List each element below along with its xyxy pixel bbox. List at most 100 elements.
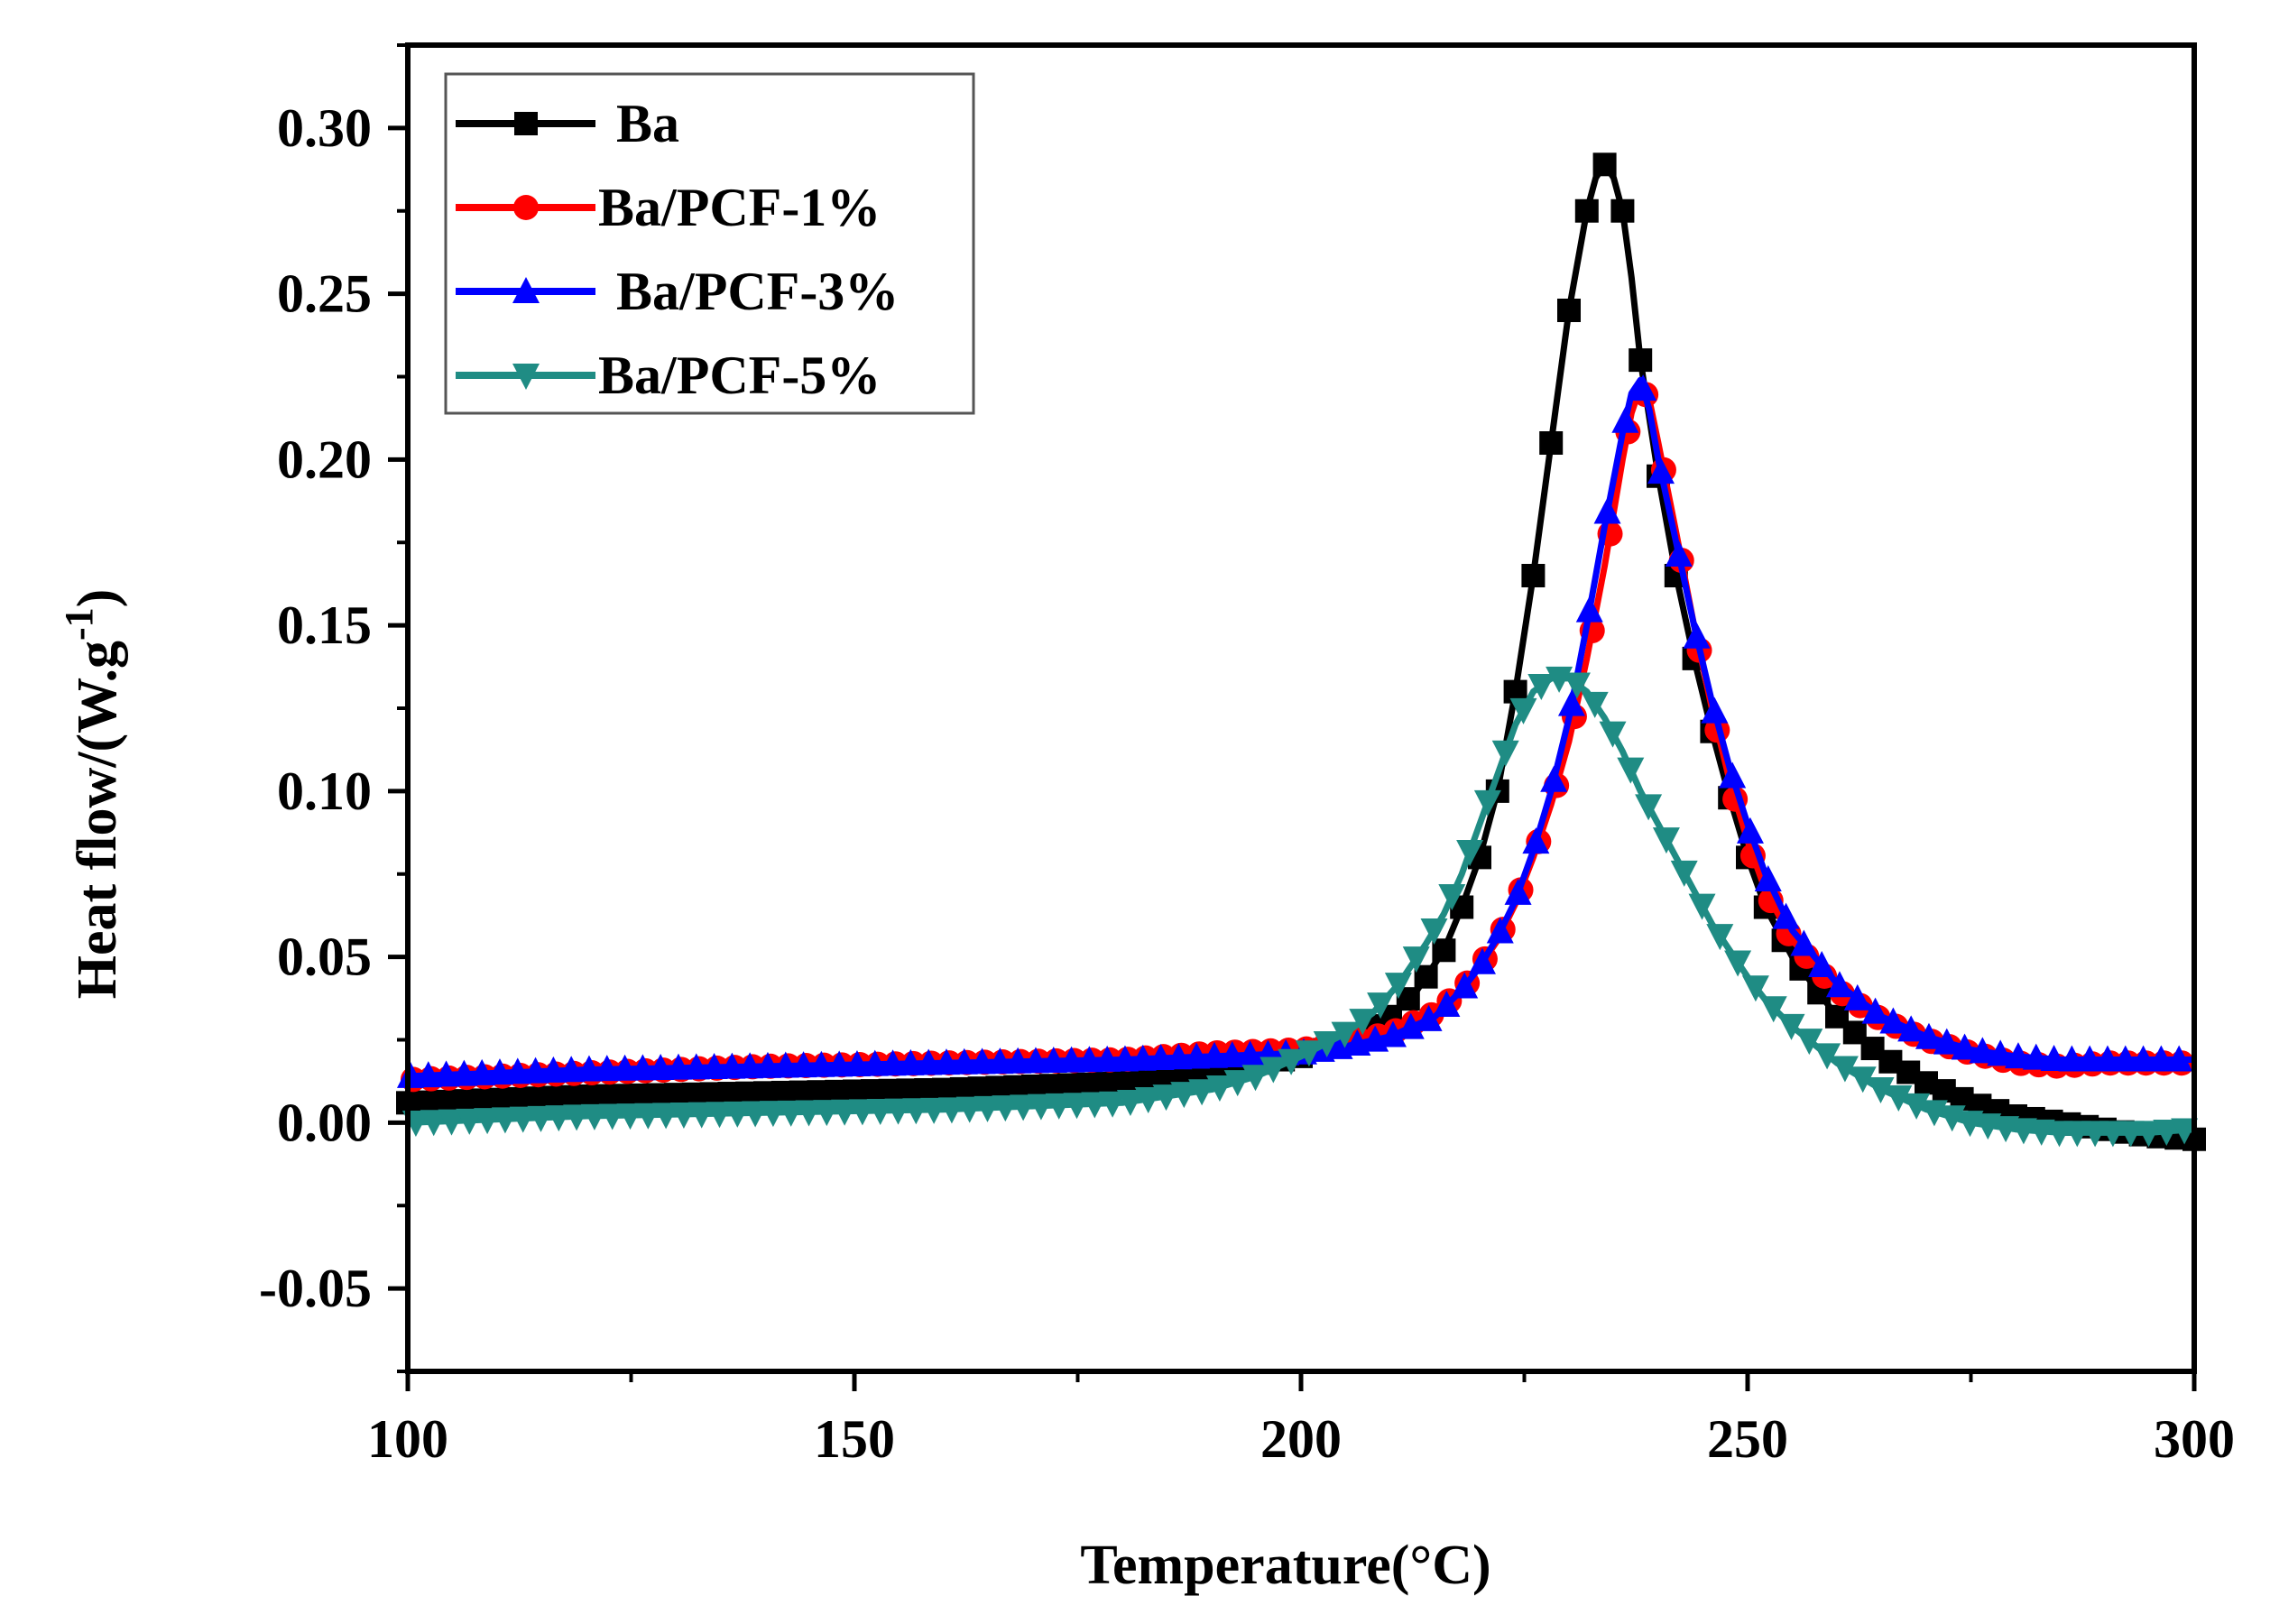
data-point (616, 1103, 644, 1130)
data-point (1099, 1091, 1127, 1118)
data-point (521, 1057, 549, 1084)
y-tick-labels: -0.05 0.00 0.05 0.10 0.15 0.20 0.25 0.30 (259, 98, 372, 1318)
data-point (897, 1048, 925, 1075)
data-point (1903, 1093, 1931, 1120)
data-point (1861, 997, 1889, 1024)
data-point (861, 1049, 889, 1076)
data-point (1629, 348, 1653, 373)
data-point (1540, 765, 1568, 792)
data-point (724, 1101, 752, 1128)
data-point (687, 1102, 715, 1129)
data-point (789, 1051, 817, 1078)
data-point (2081, 1121, 2109, 1148)
legend-label: Ba/PCF-5% (598, 346, 881, 405)
data-point (932, 1048, 960, 1075)
data-point (974, 1095, 1001, 1122)
data-point (2027, 1119, 2055, 1146)
data-point (1736, 817, 1764, 844)
data-point (866, 1098, 894, 1125)
data-point (2165, 1045, 2193, 1072)
data-point (1527, 674, 1555, 701)
data-point (1152, 1084, 1180, 1112)
y-tick-label: -0.05 (259, 1259, 372, 1318)
data-point (1683, 622, 1711, 649)
data-point (598, 1103, 626, 1130)
y-axis-title-superscript: -1 (57, 607, 101, 641)
data-point (1456, 839, 1484, 866)
data-point (950, 1047, 978, 1075)
data-point (1093, 1045, 1121, 1072)
data-point (1473, 789, 1501, 817)
data-point (1504, 878, 1532, 905)
y-tick-label: 0.05 (277, 927, 372, 987)
legend-marker-shape (512, 364, 540, 390)
data-point (795, 1100, 823, 1127)
data-point (1004, 1047, 1032, 1074)
data-point (652, 1103, 680, 1130)
data-point (503, 1057, 531, 1084)
data-point (1867, 1077, 1895, 1104)
data-point (545, 1105, 573, 1132)
legend-entry-ba-pcf-1: Ba/PCF-1% (456, 178, 881, 237)
y-tick-label: 0.25 (277, 264, 372, 324)
data-point (2117, 1121, 2145, 1148)
data-point (1468, 947, 1496, 974)
legend-marker-shape (513, 195, 539, 220)
data-point (1218, 1041, 1246, 1068)
data-point (2099, 1121, 2127, 1148)
series-markers (401, 666, 2199, 1148)
data-point (1706, 924, 1734, 951)
data-point (1313, 1030, 1341, 1057)
data-point (2147, 1045, 2175, 1072)
data-point (1574, 198, 1599, 223)
data-point (1719, 761, 1747, 789)
data-point (1741, 975, 1769, 1002)
data-point (2171, 1118, 2199, 1145)
data-point (669, 1103, 697, 1130)
legend-marker (513, 195, 539, 220)
data-point (1795, 1029, 1823, 1056)
data-point (2093, 1045, 2121, 1072)
data-point (2111, 1045, 2139, 1072)
legend-label: Ba/PCF-3% (616, 262, 899, 321)
data-point (915, 1048, 943, 1075)
data-point (1915, 1022, 1942, 1049)
data-point (1295, 1040, 1323, 1067)
data-point (1701, 697, 1729, 724)
data-point (1057, 1046, 1085, 1073)
data-point (1349, 1009, 1377, 1036)
series-ba-pcf-5- (401, 666, 2199, 1148)
y-tick-label: 0.30 (277, 98, 372, 158)
x-tick-label: 300 (2154, 1409, 2235, 1469)
data-point (700, 1052, 728, 1079)
data-point (1592, 152, 1617, 177)
data-point (1241, 1065, 1269, 1092)
data-point (1438, 884, 1466, 911)
data-point (1647, 457, 1675, 484)
data-point (1629, 374, 1657, 401)
data-point (456, 1108, 484, 1135)
data-point (1116, 1090, 1144, 1117)
data-point (1611, 406, 1639, 433)
data-point (1897, 1015, 1925, 1042)
data-point (992, 1095, 1020, 1122)
data-point (491, 1107, 519, 1134)
data-point (1075, 1046, 1103, 1073)
x-tick-label: 100 (367, 1409, 448, 1469)
data-point (1433, 991, 1461, 1018)
data-point (580, 1103, 608, 1130)
data-point (1825, 971, 1853, 998)
data-point (1849, 1066, 1877, 1093)
data-point (920, 1097, 948, 1124)
data-point (1879, 1007, 1907, 1034)
data-point (2045, 1121, 2073, 1148)
data-point (629, 1054, 657, 1081)
data-point (420, 1110, 448, 1137)
y-axis-title: Heat flow/(W.g-1) (57, 589, 128, 1000)
data-point (1843, 983, 1871, 1010)
data-point (1134, 1087, 1162, 1114)
legend-label: Ba/PCF-1% (598, 178, 881, 237)
data-point (682, 1053, 710, 1080)
data-point (509, 1106, 537, 1133)
